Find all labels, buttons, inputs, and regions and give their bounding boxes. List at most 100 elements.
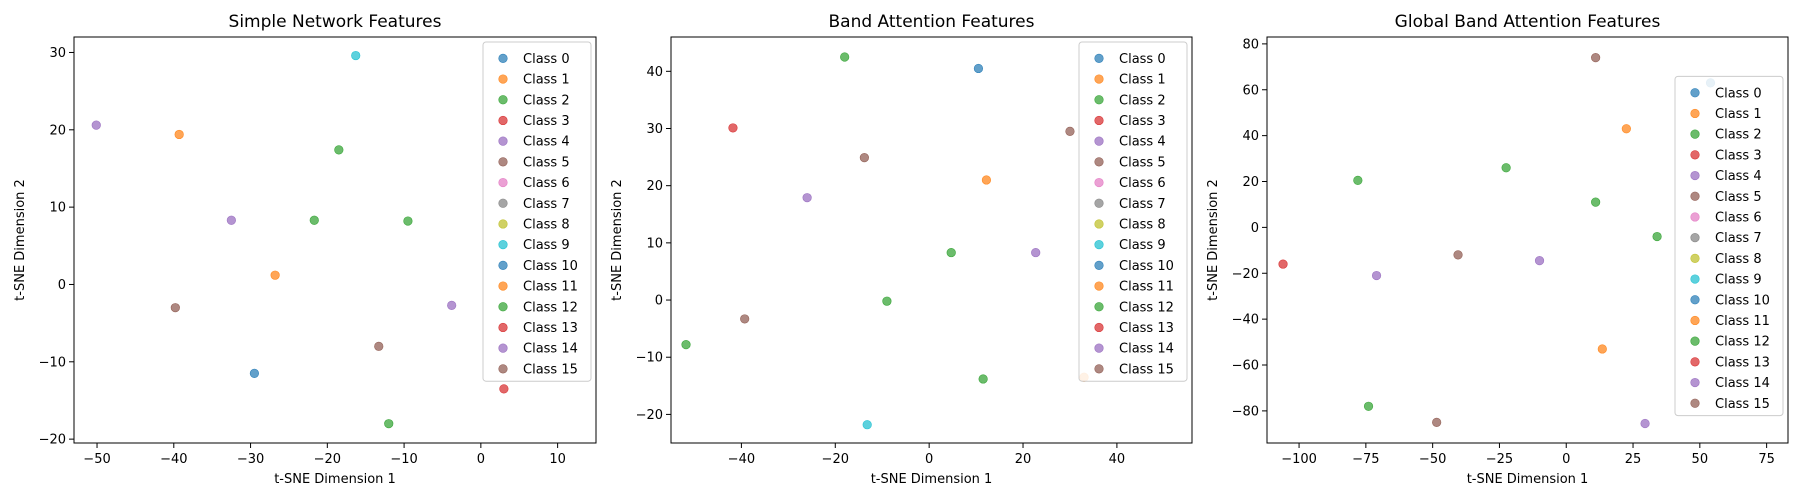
x-tick-label: −50 xyxy=(1419,452,1446,467)
legend-box xyxy=(482,41,592,382)
legend-label: Class 12 xyxy=(1119,300,1174,315)
legend-marker xyxy=(1690,274,1700,284)
y-tick-label: −20 xyxy=(1232,267,1259,282)
y-tick-label: −20 xyxy=(39,433,66,448)
legend-label: Class 8 xyxy=(1715,252,1762,267)
legend-label: Class 0 xyxy=(1119,52,1166,67)
scatter-point-class-5 xyxy=(859,153,869,163)
legend-label: Class 10 xyxy=(1119,259,1174,274)
chart-title: Simple Network Features xyxy=(229,12,442,32)
y-tick-label: 20 xyxy=(1242,175,1259,190)
legend-label: Class 4 xyxy=(1119,135,1166,150)
scatter-point-class-2 xyxy=(334,145,344,155)
legend-label: Class 6 xyxy=(1119,176,1166,191)
y-tick-label: −10 xyxy=(39,355,66,370)
scatter-point-class-5 xyxy=(1432,417,1442,427)
y-tick-label: 80 xyxy=(1242,37,1259,52)
x-tick-label: −20 xyxy=(314,452,341,467)
x-tick-label: 10 xyxy=(549,452,566,467)
legend-marker xyxy=(498,157,508,167)
legend-marker xyxy=(1690,315,1700,326)
scatter-point-class-3 xyxy=(499,384,509,394)
legend-marker xyxy=(1690,88,1700,98)
y-tick-label: −80 xyxy=(1232,404,1259,419)
y-tick-label: −10 xyxy=(636,351,663,366)
scatter-point-class-5 xyxy=(374,341,384,351)
legend-label: Class 14 xyxy=(1715,376,1770,391)
y-tick-label: −40 xyxy=(1232,313,1259,328)
x-tick-label: −50 xyxy=(83,452,110,467)
x-tick-label: 0 xyxy=(1562,452,1570,467)
scatter-point-class-5 xyxy=(170,303,180,313)
scatter-point-class-2 xyxy=(840,52,850,62)
legend-marker xyxy=(498,302,508,312)
legend-marker xyxy=(498,343,508,353)
legend-box xyxy=(1674,75,1784,417)
legend: Class 0 Class 1 Class 2 Class 3 Class 4 Class… xyxy=(482,41,592,382)
y-tick-label: 40 xyxy=(646,65,663,80)
axes-frame xyxy=(1266,36,1789,444)
y-tick-label: 60 xyxy=(1242,83,1259,98)
scatter-point-class-1 xyxy=(174,129,184,140)
scatter-point-class-2 xyxy=(1591,197,1601,207)
scatter-point-class-4 xyxy=(802,193,812,203)
legend-marker xyxy=(498,136,508,146)
axes-frame xyxy=(73,36,597,444)
legend-label: Class 5 xyxy=(523,155,570,170)
legend-label: Class 10 xyxy=(1715,293,1770,308)
chart-panel-1: Band Attention Features −40 −20 0 20 40 −20 −10… xyxy=(610,12,1193,487)
x-tick-label: −100 xyxy=(1281,452,1317,467)
legend-label: Class 5 xyxy=(1715,190,1762,205)
legend-label: Class 6 xyxy=(1715,210,1762,225)
chart-title: Global Band Attention Features xyxy=(1395,12,1661,32)
legend-marker xyxy=(498,260,508,270)
scatter-point-class-5 xyxy=(1453,250,1463,260)
x-axis-label: t-SNE Dimension 1 xyxy=(1467,472,1589,487)
x-tick-label: −20 xyxy=(822,452,849,467)
x-tick-label: 75 xyxy=(1758,452,1775,467)
y-tick-label: −20 xyxy=(636,408,663,423)
scatter-point-class-2 xyxy=(681,340,691,350)
legend-label: Class 0 xyxy=(523,52,570,67)
legend-label: Class 1 xyxy=(1119,73,1166,88)
legend-marker xyxy=(1094,74,1104,84)
legend-marker xyxy=(1094,281,1104,291)
scatter-point-class-5 xyxy=(1591,53,1601,63)
legend-label: Class 3 xyxy=(1715,148,1762,163)
legend-box xyxy=(1078,41,1188,382)
scatter-point-class-4 xyxy=(91,120,101,130)
x-tick-label: 20 xyxy=(1015,452,1032,467)
scatter-point-class-2 xyxy=(978,374,988,384)
y-tick-label: 0 xyxy=(655,294,663,309)
x-tick-label: −40 xyxy=(728,452,755,467)
legend-marker xyxy=(498,74,508,84)
y-tick-label: 40 xyxy=(1242,129,1259,144)
legend-label: Class 7 xyxy=(1715,231,1762,246)
legend-label: Class 4 xyxy=(523,135,570,150)
x-tick-label: −40 xyxy=(160,452,187,467)
legend-marker xyxy=(1690,170,1700,181)
legend-marker xyxy=(498,177,508,188)
x-tick-label: −30 xyxy=(237,452,264,467)
legend-marker xyxy=(498,281,508,291)
legend-label: Class 3 xyxy=(523,114,570,129)
scatter-point-class-2 xyxy=(1501,163,1511,173)
scatter-point-class-9 xyxy=(862,420,872,430)
scatter-point-class-4 xyxy=(1534,256,1545,266)
legend-marker xyxy=(498,198,508,208)
legend: Class 0 Class 1 Class 2 Class 3 Class 4 Class… xyxy=(1078,41,1188,382)
scatter-point-class-4 xyxy=(1640,418,1650,429)
legend-marker xyxy=(498,364,508,374)
legend-label: Class 2 xyxy=(1715,128,1762,143)
legend-label: Class 9 xyxy=(1715,273,1762,288)
legend-marker xyxy=(1094,157,1104,167)
y-axis-label: t-SNE Dimension 2 xyxy=(1206,179,1221,301)
scatter-point-class-2 xyxy=(1353,175,1363,185)
scatter-point-class-5 xyxy=(740,314,750,324)
legend-marker xyxy=(1690,398,1700,408)
scatter-point-class-2 xyxy=(946,247,956,258)
legend-label: Class 7 xyxy=(1119,197,1166,212)
legend-label: Class 4 xyxy=(1715,169,1762,184)
legend-marker xyxy=(498,240,508,250)
